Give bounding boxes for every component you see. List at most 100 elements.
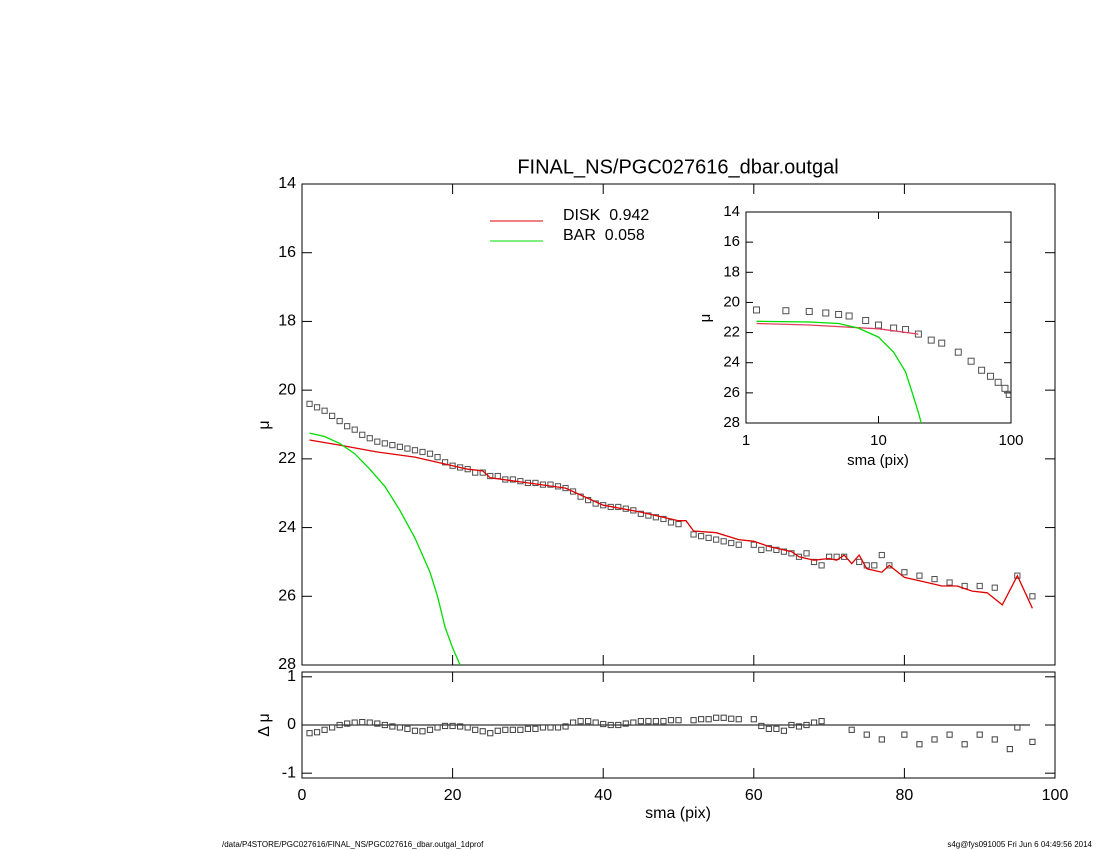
data-point xyxy=(886,562,893,569)
data-point xyxy=(524,725,531,732)
data-point xyxy=(976,731,983,738)
footer-left: /data/P4STORE/PGC027616/FINAL_NS/PGC0276… xyxy=(222,840,484,849)
data-point xyxy=(539,724,547,731)
series-line xyxy=(756,320,922,423)
data-point xyxy=(344,423,351,430)
data-point xyxy=(411,447,419,454)
chart-title: FINAL_NS/PGC027616_dbar.outgal xyxy=(517,156,838,178)
data-point xyxy=(569,719,577,726)
data-point xyxy=(374,438,381,445)
data-point xyxy=(1006,745,1013,753)
data-point xyxy=(667,717,675,724)
data-point xyxy=(585,718,592,725)
x-tick-label: 0 xyxy=(298,787,307,804)
data-point xyxy=(426,450,434,457)
data-point xyxy=(810,719,818,726)
data-point xyxy=(967,357,975,365)
x-tick-label: 80 xyxy=(896,787,914,804)
data-point xyxy=(795,723,803,730)
data-point xyxy=(667,519,675,526)
series-line xyxy=(756,322,919,335)
series-line xyxy=(309,432,461,665)
data-point xyxy=(321,726,328,733)
data-point xyxy=(862,317,870,325)
y-tick-label: 14 xyxy=(278,175,296,192)
data-point xyxy=(728,539,735,547)
data-point xyxy=(351,719,358,726)
data-point xyxy=(494,472,501,480)
data-point xyxy=(336,721,343,729)
data-point xyxy=(336,417,343,425)
data-point xyxy=(351,426,358,433)
data-point xyxy=(773,546,780,554)
data-point xyxy=(329,724,336,731)
data-point xyxy=(487,730,494,737)
data-point xyxy=(954,348,962,356)
data-point xyxy=(434,724,441,731)
x-tick-label: 60 xyxy=(745,787,763,804)
data-point xyxy=(697,716,705,723)
x-tick-label: 20 xyxy=(444,787,462,804)
data-point xyxy=(615,721,622,729)
data-point xyxy=(359,431,366,438)
data-point xyxy=(750,716,757,723)
data-point xyxy=(875,321,882,329)
data-point xyxy=(313,729,321,736)
y-tick-label: 28 xyxy=(278,656,296,673)
data-point xyxy=(752,306,760,314)
y-tick-label: 18 xyxy=(723,263,740,280)
data-point xyxy=(697,533,705,540)
data-point xyxy=(457,723,464,730)
data-point xyxy=(863,731,870,738)
data-point xyxy=(991,584,998,591)
data-point xyxy=(878,736,885,743)
series-line xyxy=(309,439,1033,609)
data-point xyxy=(344,720,351,727)
data-point xyxy=(479,728,486,735)
data-point xyxy=(720,714,727,721)
data-point xyxy=(788,721,795,729)
data-point xyxy=(765,725,772,732)
data-point xyxy=(329,412,336,420)
data-point xyxy=(878,551,885,559)
x-tick-label: 100 xyxy=(998,432,1023,449)
data-point xyxy=(780,727,788,734)
data-point xyxy=(396,443,403,450)
data-point xyxy=(765,545,772,552)
data-point xyxy=(652,514,660,521)
data-point xyxy=(532,725,539,732)
data-point xyxy=(835,310,843,318)
data-point xyxy=(818,718,825,725)
data-point xyxy=(607,721,614,729)
data-point xyxy=(547,724,554,731)
data-point xyxy=(660,718,667,725)
data-point xyxy=(758,546,765,554)
data-point xyxy=(946,579,953,586)
data-point xyxy=(381,440,388,447)
data-point xyxy=(622,720,629,727)
data-point xyxy=(366,719,373,726)
data-point xyxy=(509,726,516,733)
data-point xyxy=(381,721,388,729)
data-point xyxy=(901,731,908,738)
data-point xyxy=(359,719,366,726)
y-tick-label: 14 xyxy=(723,203,740,220)
data-point xyxy=(592,719,599,726)
y-tick-label: 20 xyxy=(278,381,296,398)
data-point xyxy=(805,307,813,315)
data-point xyxy=(404,725,411,732)
data-point xyxy=(554,724,562,731)
y-tick-label: 16 xyxy=(278,244,296,261)
data-point xyxy=(871,562,878,569)
y-tick-label: -1 xyxy=(282,764,296,781)
data-point xyxy=(931,576,938,583)
legend-label: DISK 0.942 xyxy=(563,207,649,224)
data-point xyxy=(652,718,660,725)
data-point xyxy=(426,726,434,733)
y-tick-label: 24 xyxy=(278,519,296,536)
plot-area xyxy=(306,400,1036,665)
data-point xyxy=(916,741,923,748)
data-point xyxy=(600,720,607,728)
data-point xyxy=(396,724,403,731)
